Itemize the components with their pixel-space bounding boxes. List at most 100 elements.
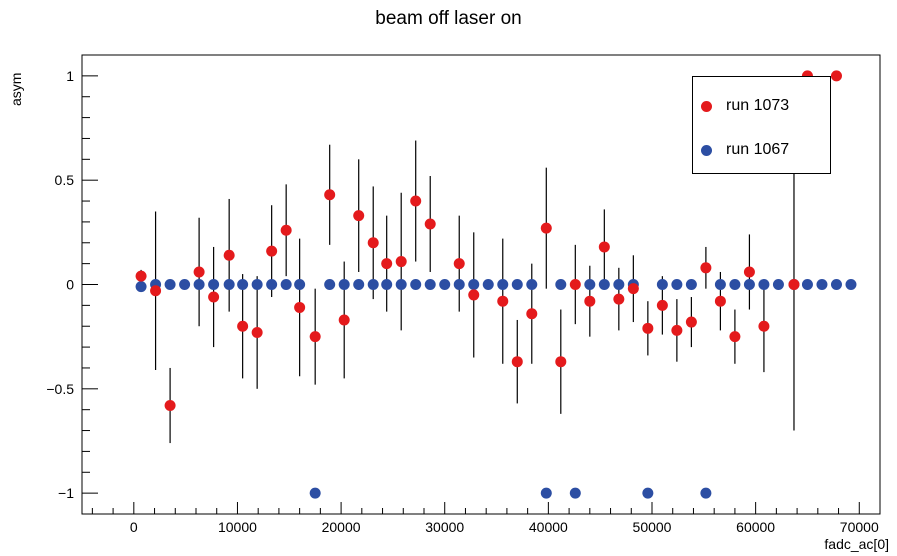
legend-label-run-1073: run 1073 <box>726 97 790 114</box>
y-tick-label: −1 <box>58 485 74 501</box>
run-1073-point <box>656 299 668 311</box>
run-1067-point <box>223 279 235 290</box>
run-1067-point <box>656 279 668 290</box>
run-1073-point <box>424 218 436 230</box>
y-tick-label: −0.5 <box>46 381 74 397</box>
run-1067-point <box>424 279 436 290</box>
run-1073-point <box>685 316 697 328</box>
run-1073-point <box>338 314 350 326</box>
x-tick-label: 70000 <box>840 519 879 535</box>
run-1073-point <box>381 258 393 270</box>
legend-marker-run-1073 <box>701 100 712 112</box>
run-1067-point <box>729 279 741 290</box>
run-1067-point <box>179 279 191 290</box>
run-1067-point <box>251 279 263 290</box>
run-1073-point <box>714 295 726 307</box>
run-1067-point <box>410 279 422 290</box>
run-1067-point <box>482 279 494 290</box>
run-1067-point <box>497 279 509 290</box>
run-1067-point <box>758 279 770 290</box>
run-1073-point <box>540 222 552 234</box>
run-1067-point <box>685 279 697 290</box>
run-1067-point <box>511 279 523 290</box>
run-1073-point <box>135 270 147 282</box>
run-1073-point <box>294 301 306 313</box>
run-1067-point <box>193 279 205 290</box>
run-1073-point <box>627 283 639 295</box>
run-1073-point <box>367 237 379 249</box>
run-1067-point <box>598 279 610 290</box>
x-tick-label: 10000 <box>218 519 257 535</box>
run-1073-point <box>758 320 770 332</box>
run-1073-point <box>671 324 683 336</box>
run-1073-point <box>251 326 263 338</box>
x-tick-label: 50000 <box>633 519 672 535</box>
x-tick-label: 30000 <box>425 519 464 535</box>
run-1067-point <box>280 279 292 290</box>
x-tick-label: 0 <box>130 519 138 535</box>
run-1073-point <box>237 320 249 332</box>
run-1067-point <box>540 487 552 499</box>
run-1067-point <box>309 487 321 499</box>
run-1067-point <box>353 279 365 290</box>
run-1073-point <box>497 295 509 307</box>
run-1067-point <box>381 279 393 290</box>
run-1073-point <box>266 245 278 257</box>
run-1073-point <box>743 266 755 278</box>
legend-entry-run-1073: run 1073 <box>701 97 789 115</box>
run-1073-point <box>830 70 842 82</box>
x-tick-label: 60000 <box>736 519 775 535</box>
run-1073-point <box>208 291 220 303</box>
run-1073-point <box>453 258 465 270</box>
run-1067-point <box>714 279 726 290</box>
run-1067-point <box>526 279 538 290</box>
run-1067-point <box>453 279 465 290</box>
run-1067-point <box>338 279 350 290</box>
run-1067-point <box>569 487 581 499</box>
legend: run 1073 run 1067 <box>692 76 831 174</box>
run-1067-point <box>584 279 596 290</box>
run-1073-point <box>309 331 321 343</box>
run-1067-point <box>700 487 712 499</box>
run-1073-point <box>164 400 176 412</box>
run-1067-point <box>845 279 857 290</box>
legend-marker-run-1067 <box>701 144 712 156</box>
x-tick-label: 40000 <box>529 519 568 535</box>
run-1067-point <box>801 279 813 290</box>
run-1067-point <box>164 279 176 290</box>
run-1073-point <box>468 289 480 301</box>
y-tick-label: 0 <box>66 277 74 293</box>
run-1073-point <box>223 249 235 261</box>
run-1067-point <box>671 279 683 290</box>
run-1073-point <box>280 224 292 236</box>
run-1073-point <box>324 189 336 201</box>
run-1067-point <box>208 279 220 290</box>
run-1073-point <box>410 195 422 207</box>
run-1067-point <box>468 279 480 290</box>
run-1073-point <box>700 262 712 274</box>
legend-label-run-1067: run 1067 <box>726 141 790 158</box>
run-1067-point <box>816 279 828 290</box>
run-1067-point <box>613 279 625 290</box>
run-1073-point <box>193 266 205 278</box>
run-1073-point <box>584 295 596 307</box>
run-1073-point <box>526 308 538 320</box>
x-tick-label: 20000 <box>322 519 361 535</box>
run-1067-point <box>642 487 654 499</box>
run-1067-point <box>743 279 755 290</box>
run-1073-point <box>395 256 407 268</box>
run-1073-point <box>642 322 654 334</box>
run-1067-point <box>324 279 336 290</box>
run-1073-point <box>511 356 523 368</box>
legend-entry-run-1067: run 1067 <box>701 141 789 159</box>
run-1067-point <box>830 279 842 290</box>
run-1067-point <box>555 279 567 290</box>
run-1073-point <box>353 210 365 222</box>
run-1067-point <box>367 279 379 290</box>
run-1067-point <box>294 279 306 290</box>
run-1073-point <box>555 356 567 368</box>
run-1067-point <box>237 279 249 290</box>
run-1067-point <box>135 281 147 293</box>
y-tick-label: 0.5 <box>55 172 75 188</box>
run-1067-point <box>439 279 451 290</box>
